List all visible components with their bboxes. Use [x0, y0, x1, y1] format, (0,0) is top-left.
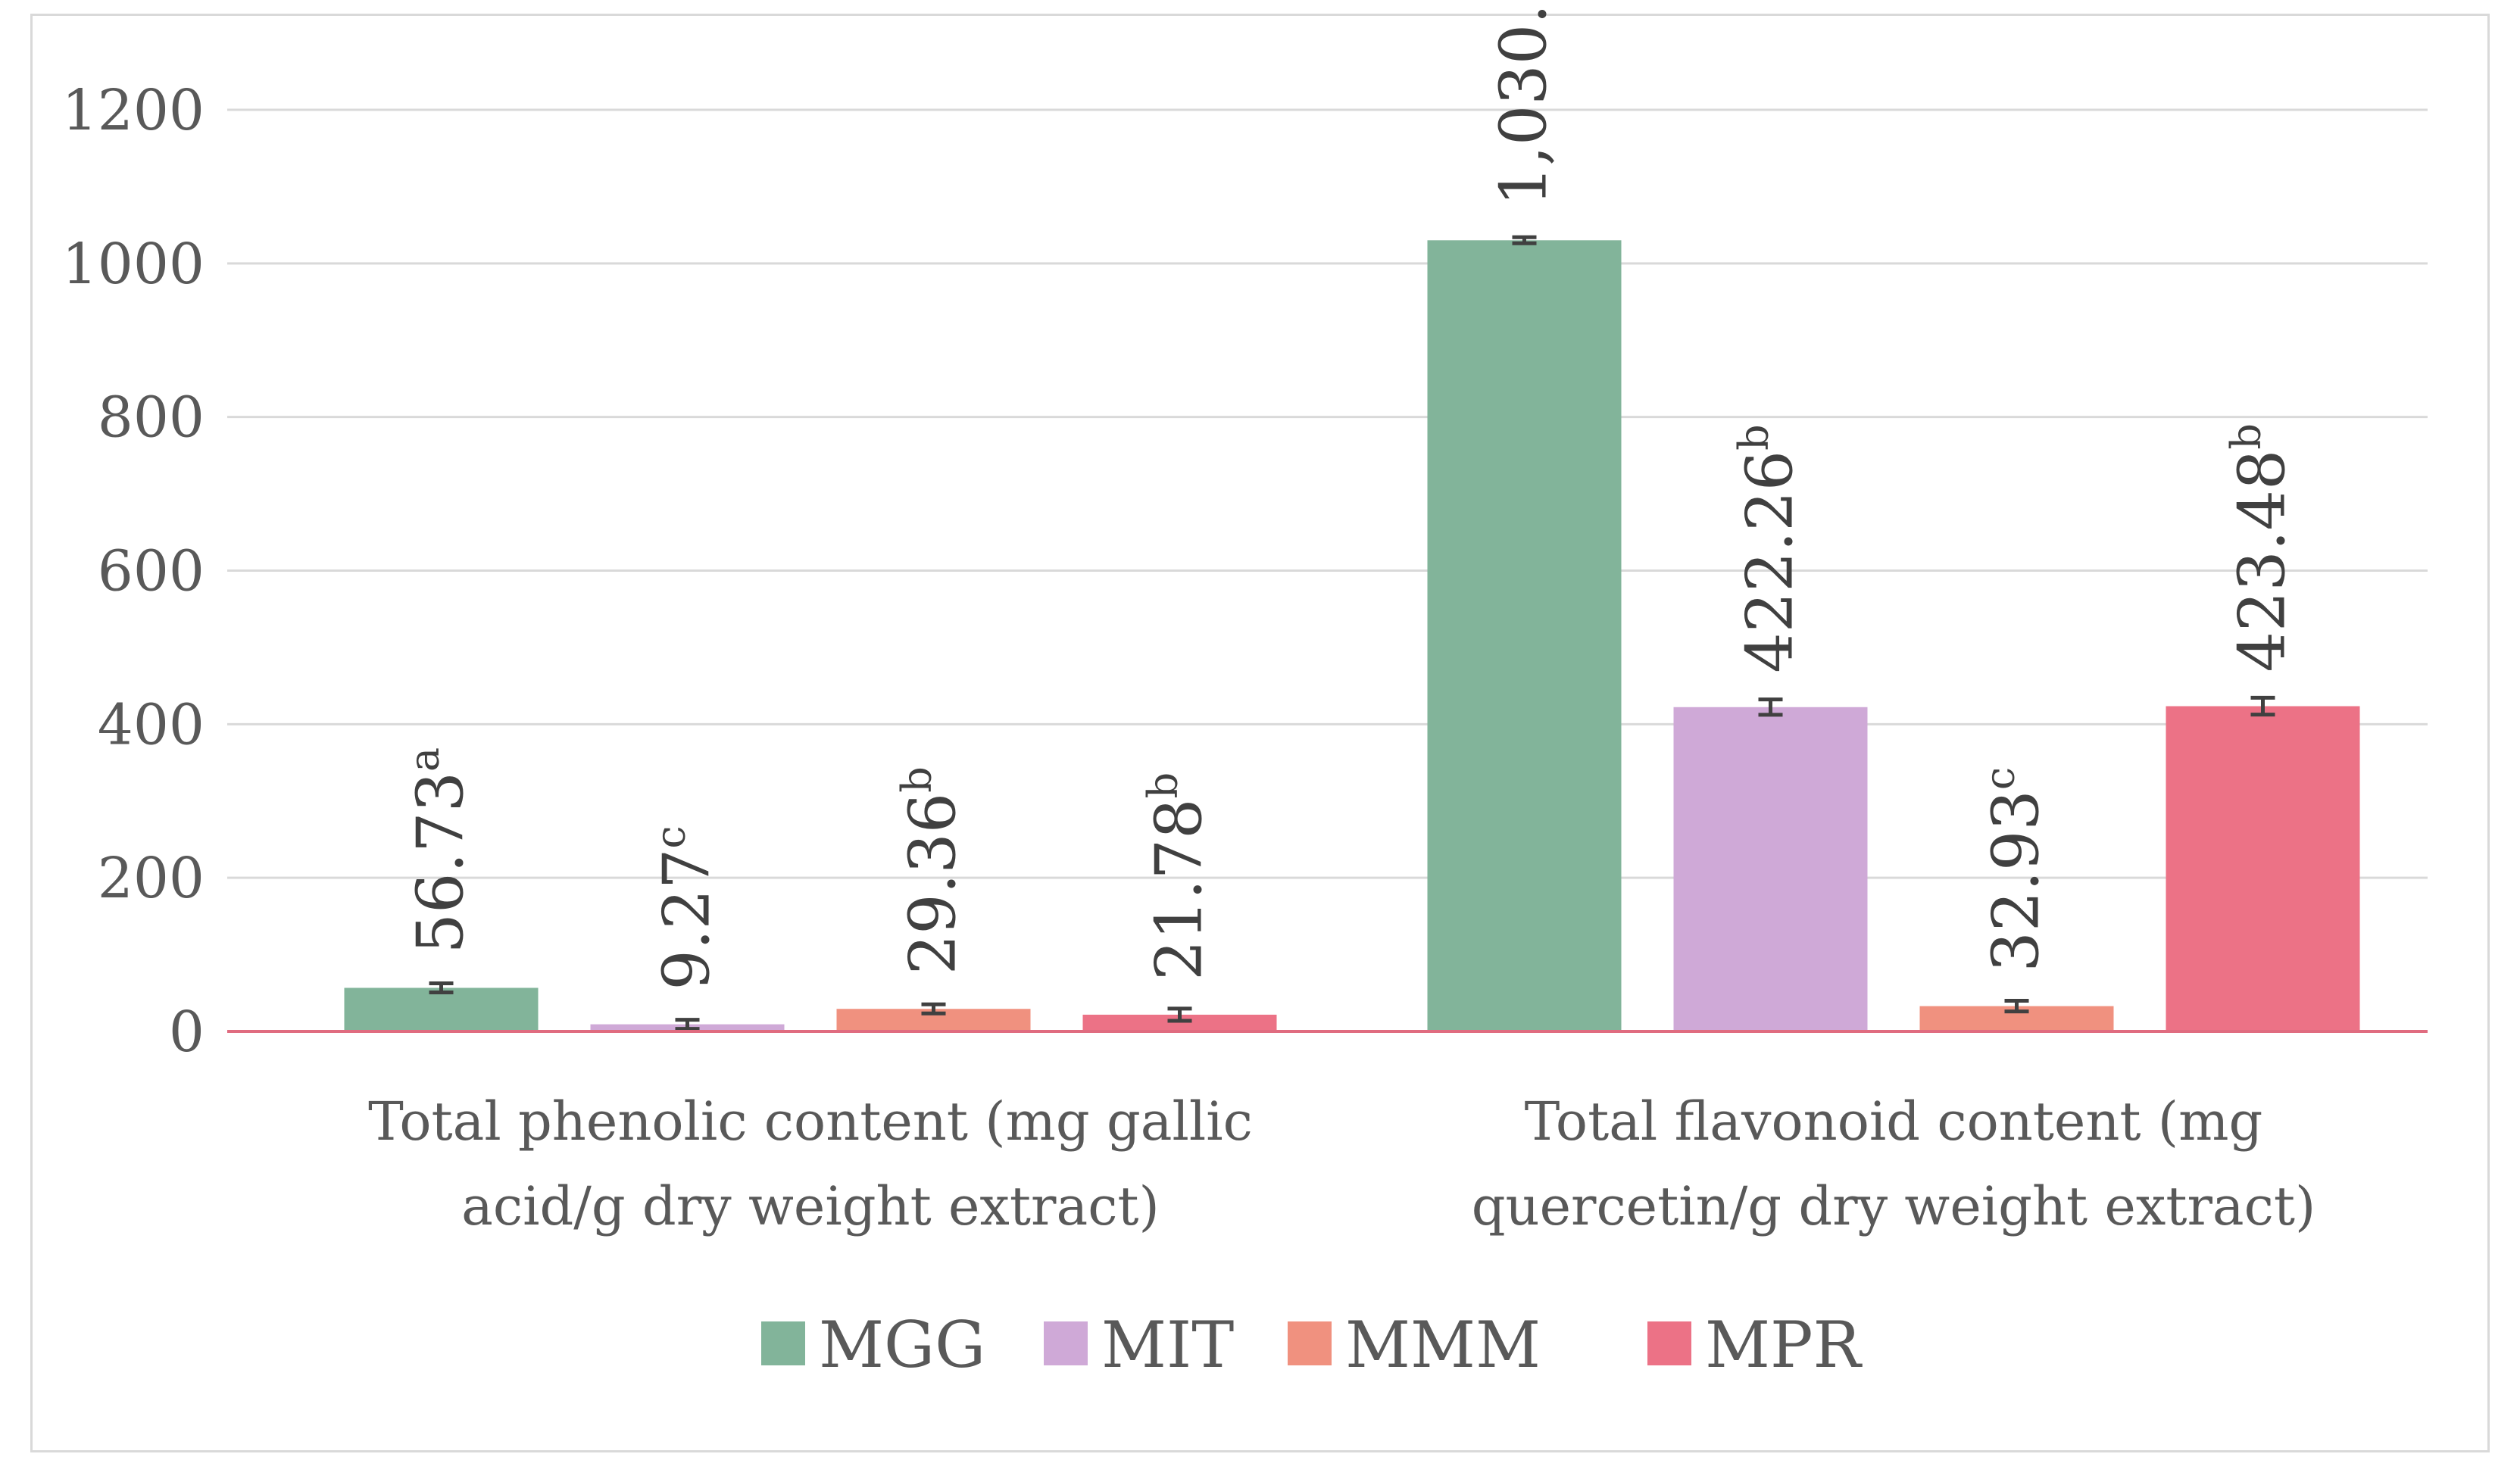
bar-mpr [2166, 706, 2360, 1031]
error-bar [2250, 695, 2275, 717]
error-bar [2004, 999, 2029, 1014]
legend-swatch-mit [1044, 1321, 1088, 1365]
data-label: 32.93c [1976, 767, 2053, 972]
y-tick-label: 200 [98, 846, 205, 911]
y-tick-label: 1000 [62, 232, 205, 297]
y-tick-label: 800 [98, 385, 205, 451]
category-label: quercetin/g dry weight extract) [1472, 1175, 2316, 1237]
error-bar [921, 1002, 946, 1016]
error-bar [429, 981, 454, 994]
data-label: 1,030.11a [1484, 0, 1561, 206]
legend-swatch-mmm [1288, 1321, 1332, 1365]
data-label: 9.27c [647, 825, 724, 990]
bar-mgg [344, 987, 539, 1031]
data-label: 21.78b [1139, 772, 1216, 981]
category-label: Total flavonoid content (mg [1525, 1090, 2263, 1153]
y-tick-label: 400 [98, 692, 205, 757]
category-label: Total phenolic content (mg gallic [368, 1090, 1253, 1153]
legend-swatch-mpr [1647, 1321, 1691, 1365]
data-label: 422.26b [1730, 424, 1807, 673]
error-bar [1512, 235, 1537, 245]
legend-label-mmm: MMM [1345, 1308, 1541, 1382]
y-tick-label: 600 [98, 539, 205, 604]
legend-label-mpr: MPR [1705, 1308, 1863, 1382]
legend-label-mit: MIT [1101, 1308, 1234, 1382]
error-bar [1167, 1006, 1192, 1023]
data-label: 423.48b [2222, 423, 2300, 672]
data-label: 29.36b [893, 766, 970, 975]
bar-mpr [1082, 1014, 1277, 1031]
category-label: acid/g dry weight extract) [461, 1175, 1160, 1237]
y-tick-label: 1200 [62, 78, 205, 143]
chart-frame [30, 14, 2490, 1452]
legend-swatch-mgg [761, 1321, 805, 1365]
y-tick-label: 0 [169, 1000, 205, 1065]
error-bar [1758, 697, 1783, 717]
data-label: 56.73a [401, 747, 478, 954]
error-bar [675, 1018, 700, 1031]
legend-label-mgg: MGG [819, 1308, 985, 1382]
bar-mit [1673, 707, 1868, 1031]
bar-mgg [1427, 240, 1622, 1032]
